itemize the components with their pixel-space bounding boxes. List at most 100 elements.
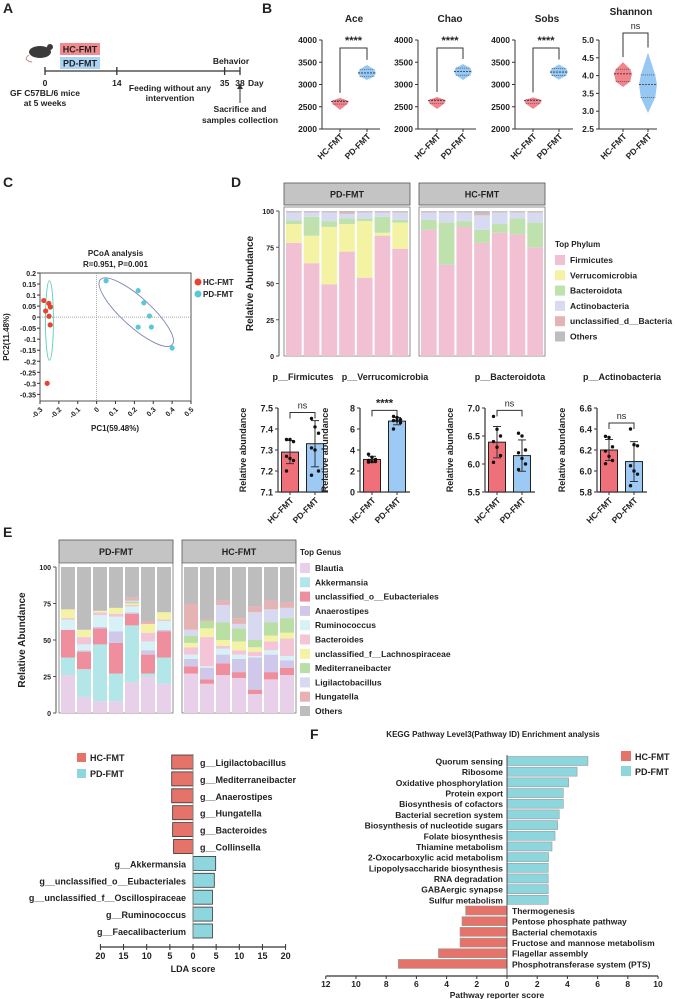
lda-label: g__Ligilactobacillus [200, 758, 286, 768]
data-point [284, 469, 289, 473]
stacked-segment [527, 211, 543, 213]
data-point [495, 445, 499, 449]
stacked-segment [421, 211, 437, 212]
pathway-label: Biosynthesis of cofactors [399, 799, 503, 809]
data-point [520, 456, 524, 461]
stacked-segment [93, 628, 107, 645]
facet-strip-label: HC-FMT [465, 190, 500, 200]
stacked-segment [339, 212, 355, 214]
legend-label: Firmicutes [570, 255, 613, 265]
pathway-label: Bacterial secretion system [395, 810, 503, 820]
stacked-segment [303, 216, 320, 236]
stacked-segment [93, 610, 107, 613]
stacked-segment [438, 222, 455, 265]
data-point [491, 414, 496, 419]
stacked-segment [286, 224, 302, 243]
stacked-segment [491, 211, 508, 213]
stacked-segment [216, 645, 230, 649]
stacked-segment [356, 212, 373, 219]
stacked-segment [77, 651, 91, 670]
stacked-segment [109, 673, 123, 702]
violin-hc-fmt [331, 97, 349, 110]
stacked-segment [216, 648, 230, 655]
stacked-segment [527, 212, 543, 223]
y-tick-label: 3000 [298, 80, 317, 90]
x-tick-label: HC-FMT [472, 495, 503, 526]
panel-label: B [262, 0, 272, 16]
stacked-segment [456, 221, 473, 227]
legend-swatch [300, 591, 310, 602]
y-tick-label: -0.35 [20, 392, 36, 399]
lda-label: g__Akkermansia [114, 859, 187, 869]
lda-label: g__Collinsella [200, 843, 262, 853]
stacked-segment [264, 654, 278, 673]
bar-hc-fmt [363, 458, 381, 493]
x-tick-label: HC-FMT [508, 131, 539, 162]
y-tick-label: 0 [350, 488, 355, 498]
x-tick-label: PD-FMT [343, 131, 373, 161]
y-tick-label: 2500 [298, 102, 317, 112]
significance-bracket [436, 47, 464, 92]
significance-label: ns [505, 398, 515, 408]
x-tick-label: PD-FMT [624, 131, 654, 161]
stacked-segment [216, 654, 230, 664]
stacked-segment [374, 211, 391, 212]
stacked-segment [248, 657, 262, 690]
stacked-segment [157, 657, 171, 684]
y-tick-label: 0.15 [22, 282, 36, 289]
stacked-segment [356, 211, 373, 212]
y-tick-label: -0.3 [24, 381, 36, 388]
x-tick-label: 10 [351, 979, 361, 989]
stacked-segment [200, 637, 214, 667]
legend-label: PD-FMT [203, 290, 233, 299]
scatter-point [43, 308, 49, 314]
stacked-segment [456, 226, 473, 356]
significance-label: **** [441, 35, 459, 47]
y-tick-label: 0 [32, 315, 36, 322]
kegg-bar-pd [506, 766, 578, 777]
stacked-segment [438, 264, 455, 356]
x-tick-label: HC-FMT [584, 495, 615, 526]
facet-strip [418, 182, 546, 206]
x-tick-label: HC-FMT [315, 131, 346, 162]
data-point [628, 427, 633, 431]
stacked-segment [456, 211, 473, 212]
stacked-segment [286, 220, 302, 225]
legend-label: Hungatella [315, 692, 359, 702]
stacked-segment [374, 235, 391, 356]
stacked-segment [93, 615, 107, 627]
data-point [603, 461, 608, 466]
kegg-bar-pd [506, 777, 569, 788]
data-point [291, 458, 296, 463]
stacked-segment [125, 612, 139, 614]
significance-bracket [371, 409, 398, 417]
x-axis-label: Pathway reporter score [450, 990, 545, 999]
stacked-segment [248, 612, 262, 640]
data-point [398, 421, 403, 425]
stacked-segment [184, 635, 198, 643]
y-tick-label: 3500 [491, 57, 510, 67]
data-point [366, 452, 371, 456]
pathway-label: Ribosome [462, 767, 503, 777]
pathway-label: Thermogenesis [512, 906, 575, 916]
legend-swatch [621, 766, 631, 776]
mouse-ear-icon [47, 44, 53, 50]
stacked-segment [392, 248, 408, 356]
x-tick-label: HC-FMT [598, 131, 629, 162]
group-tag-label: HC-FMT [63, 45, 98, 55]
legend-label: PD-FMT [635, 767, 669, 777]
x-tick-label: -0.2 [50, 406, 64, 420]
lda-bar-hc [171, 754, 194, 770]
stacked-segment [248, 606, 262, 613]
stacked-segment [157, 619, 171, 622]
y-tick-label: 3500 [394, 57, 413, 67]
legend-swatch [300, 634, 310, 645]
y-tick-label: 2 [350, 467, 355, 477]
y-tick-label: 7.0 [467, 404, 480, 414]
chart-title: PCoA analysis [88, 249, 144, 258]
stacked-segment [109, 631, 123, 643]
stacked-segment [61, 618, 75, 620]
y-axis-label: Relative Abundance [245, 235, 256, 331]
mouse-icon [29, 46, 51, 58]
stacked-segment [321, 211, 338, 212]
